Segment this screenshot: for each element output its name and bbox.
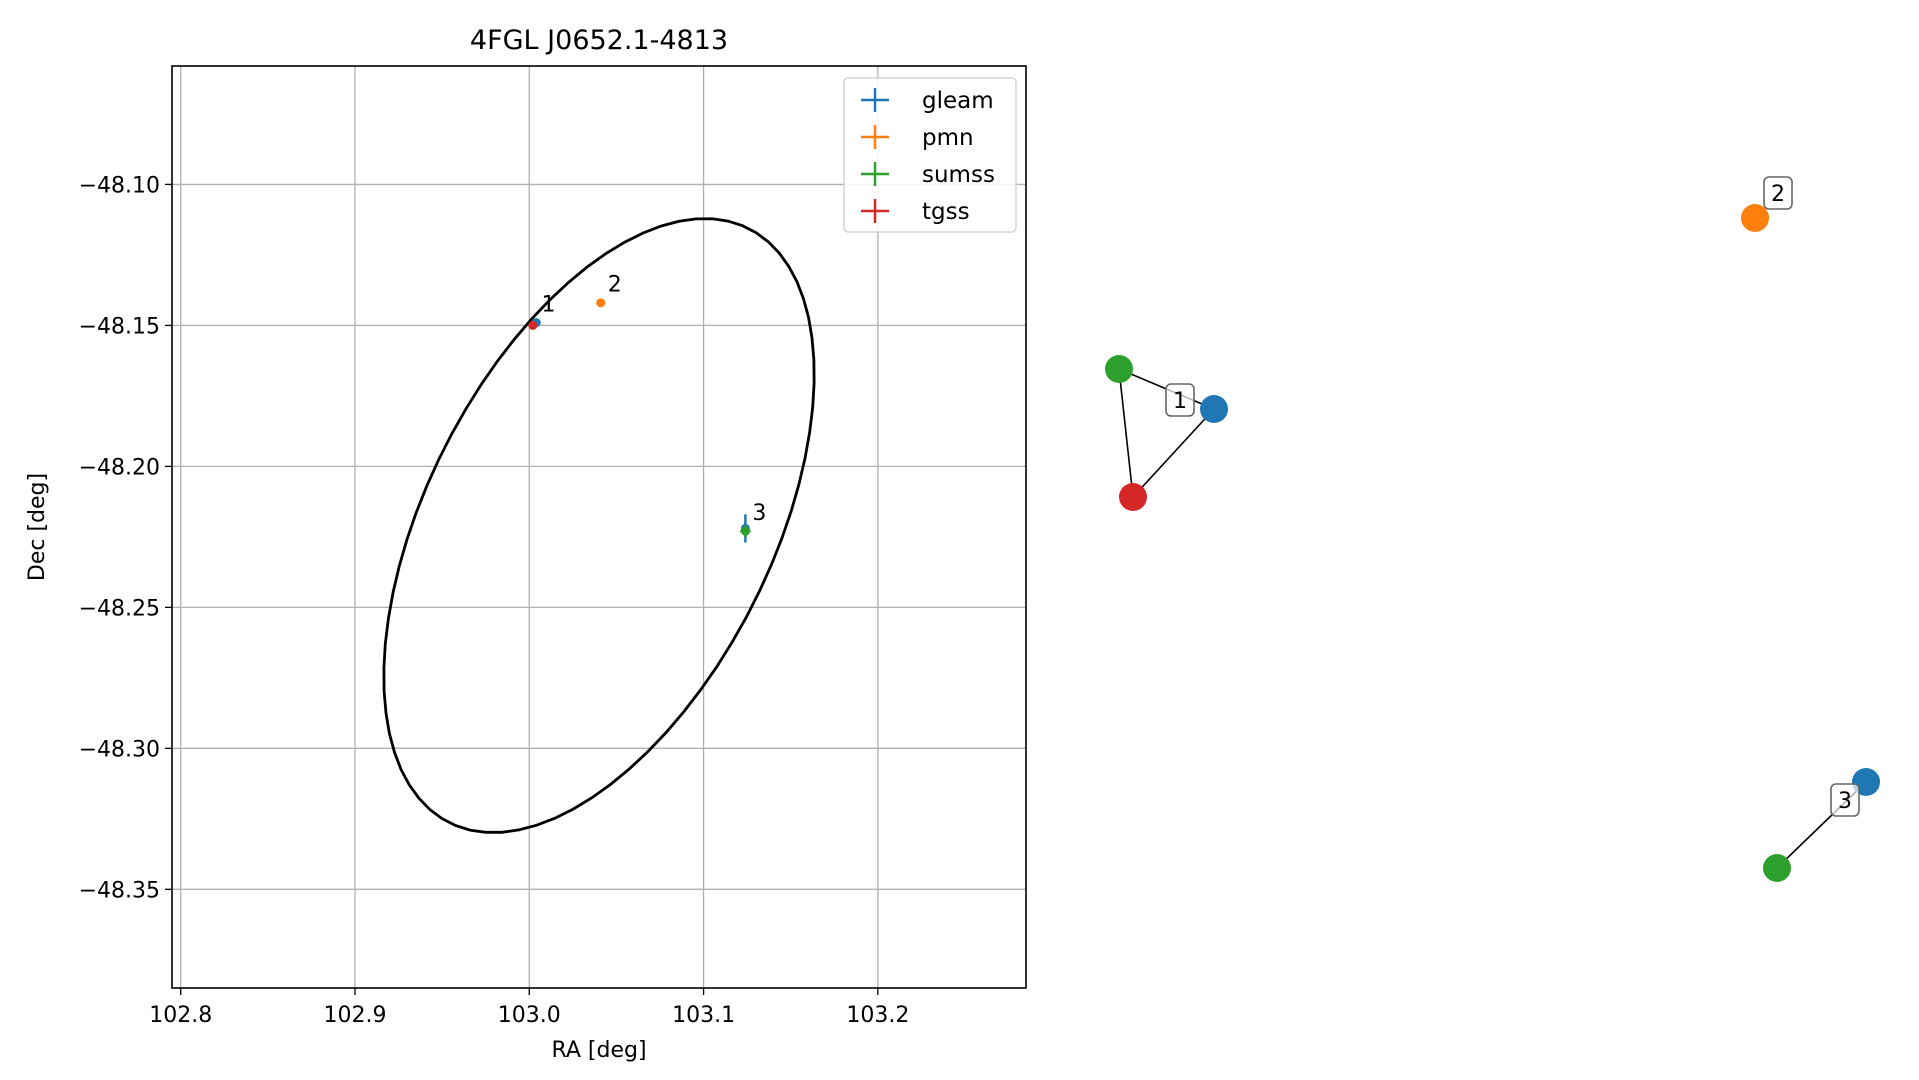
graph-node xyxy=(1763,854,1791,882)
graph-group-label: 3 xyxy=(1830,783,1860,817)
point-annotation: 3 xyxy=(752,501,766,526)
point-annotation: 1 xyxy=(541,292,555,317)
y-tick-label: −48.35 xyxy=(79,878,160,903)
y-tick-label: −48.10 xyxy=(79,173,160,198)
graph-node xyxy=(1200,395,1228,423)
x-ticks: 102.8 102.9 103.0 103.1 103.2 xyxy=(149,988,909,1028)
legend-label: sumss xyxy=(922,162,995,188)
graph-label-text: 1 xyxy=(1173,389,1187,414)
point-annotation: 2 xyxy=(608,273,622,298)
graph-node xyxy=(1741,204,1769,232)
graph-node xyxy=(1105,355,1133,383)
legend: gleam pmn sumss tgss xyxy=(843,77,1017,233)
grid-lines xyxy=(172,66,1026,988)
legend-label: pmn xyxy=(922,125,974,151)
legend-entry-tgss: tgss xyxy=(861,199,970,225)
graph-edge xyxy=(1118,368,1134,498)
y-tick-label: −48.15 xyxy=(79,314,160,339)
point-annotations-group: 1 2 3 xyxy=(541,273,766,526)
graph-nodes xyxy=(1105,204,1880,882)
chart-title: 4FGL J0652.1-4813 xyxy=(470,25,728,56)
sky-map-chart: 123 102.8 102.9 103.0 103.1 103.2 −48.10−48.… xyxy=(25,25,1027,1063)
x-tick-label: 102.8 xyxy=(149,1003,212,1028)
point-marker xyxy=(596,298,606,308)
y-tick-label: −48.25 xyxy=(79,596,160,621)
x-tick-label: 103.1 xyxy=(672,1003,735,1028)
graph-edge xyxy=(1132,408,1215,498)
graph-group-label: 1 xyxy=(1165,383,1195,417)
x-tick-label: 103.2 xyxy=(846,1003,909,1028)
graph-group-labels: 1 2 3 xyxy=(1165,176,1860,817)
plot-frame xyxy=(171,65,1027,989)
error-ellipse xyxy=(382,217,816,834)
y-tick-label: −48.30 xyxy=(79,737,160,762)
error-ellipse-group xyxy=(382,217,816,834)
data-point-sumss xyxy=(740,525,751,537)
graph-label-text: 2 xyxy=(1771,182,1785,207)
x-tick-label: 103.0 xyxy=(498,1003,561,1028)
data-point-pmn xyxy=(596,298,606,308)
legend-entry-pmn: pmn xyxy=(861,125,974,151)
legend-label: gleam xyxy=(922,88,994,114)
x-tick-label: 102.9 xyxy=(324,1003,387,1028)
data-point-tgss xyxy=(528,320,538,330)
y-tick-label: −48.20 xyxy=(79,455,160,480)
y-axis-label: Dec [deg] xyxy=(25,473,50,581)
legend-entry-sumss: sumss xyxy=(861,162,995,188)
graph-group-label: 2 xyxy=(1763,176,1793,210)
legend-label: tgss xyxy=(922,199,970,225)
graph-label-box xyxy=(1165,383,1195,417)
graph-label-box xyxy=(1830,783,1860,817)
y-ticks: −48.10 −48.15 −48.20 −48.25 −48.30 −48.35 xyxy=(79,173,172,903)
association-graph: 1 2 3 xyxy=(1105,176,1880,882)
graph-label-text: 3 xyxy=(1838,789,1852,814)
legend-box xyxy=(843,77,1017,233)
data-points-group xyxy=(528,298,751,543)
graph-node xyxy=(1119,483,1147,511)
point-marker xyxy=(740,526,750,536)
legend-entry-gleam: gleam xyxy=(861,88,994,114)
point-marker xyxy=(528,320,538,330)
x-axis-label: RA [deg] xyxy=(551,1038,646,1063)
graph-label-box xyxy=(1763,176,1793,210)
